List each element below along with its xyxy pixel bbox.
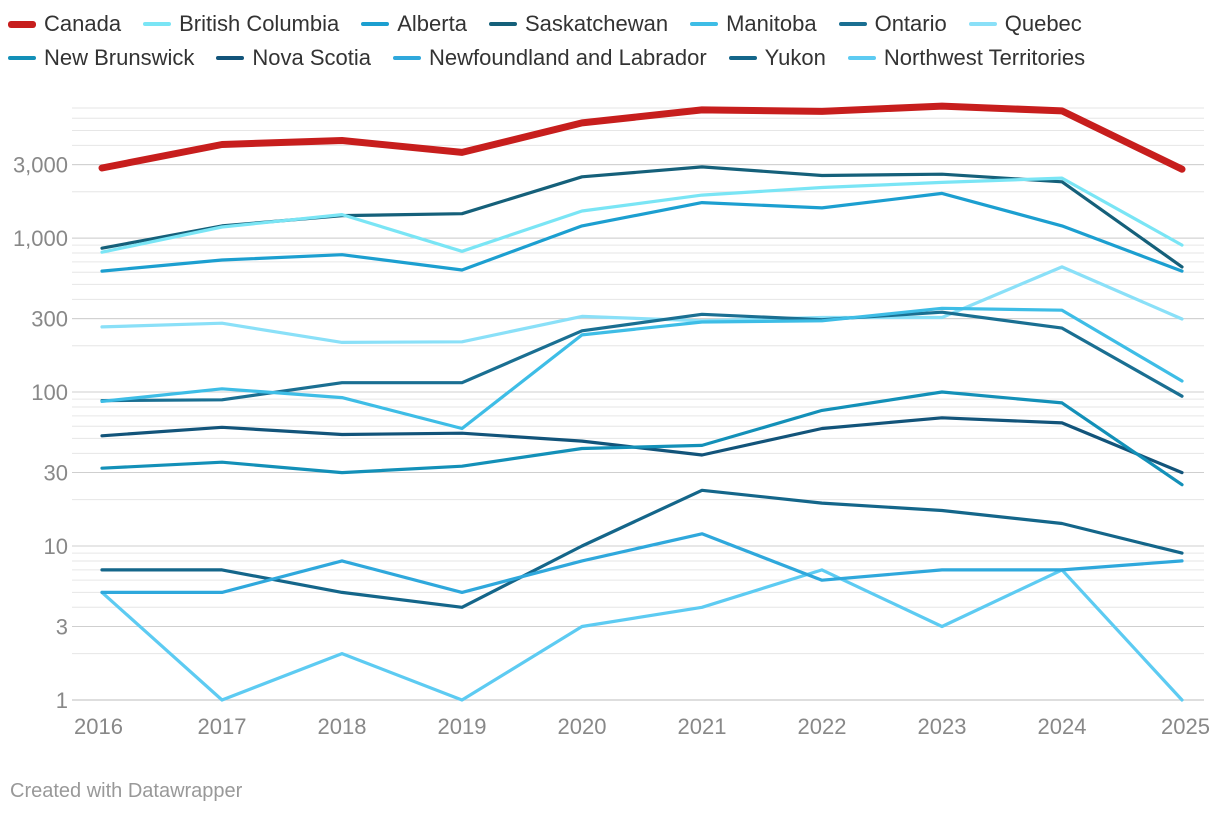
legend-swatch — [690, 22, 719, 26]
series-line-british-columbia — [100, 176, 1184, 254]
series-line-saskatchewan — [100, 165, 1184, 269]
series-line-canada — [98, 102, 1186, 173]
legend-item: Manitoba — [690, 10, 817, 38]
legend-label: Quebec — [1004, 11, 1082, 36]
legend-swatch — [216, 56, 245, 60]
legend-item: Saskatchewan — [488, 10, 669, 38]
legend-swatch — [8, 20, 36, 28]
legend-swatch — [393, 56, 421, 60]
grid-lines — [72, 107, 1204, 701]
legend-label: Manitoba — [726, 11, 817, 36]
legend-item: Nova Scotia — [216, 44, 371, 72]
series-line-alberta — [100, 191, 1184, 273]
credit-text: Created with Datawrapper — [10, 780, 243, 802]
x-tick-label: 2023 — [918, 714, 967, 739]
legend-item: New Brunswick — [8, 44, 194, 72]
legend-swatch — [968, 22, 997, 26]
legend-swatch — [361, 22, 390, 26]
legend-item: Northwest Territories — [847, 44, 1086, 72]
x-tick-label: 2022 — [798, 714, 847, 739]
legend: Canada British Columbia Alberta Saskatchewa… — [8, 10, 1208, 72]
y-tick-label: 300 — [31, 307, 68, 332]
x-tick-label: 2018 — [318, 714, 367, 739]
series-lines — [98, 102, 1186, 702]
y-tick-label: 3 — [56, 615, 68, 640]
y-tick-label: 1,000 — [13, 226, 68, 251]
legend-item: Canada — [8, 10, 121, 38]
legend-item: Newfoundland and Labrador — [393, 44, 707, 72]
legend-label: Ontario — [874, 11, 947, 36]
x-tick-label: 2017 — [198, 714, 247, 739]
legend-label: Alberta — [397, 11, 467, 36]
y-tick-label: 10 — [44, 534, 68, 559]
legend-item: British Columbia — [143, 10, 339, 38]
series-line-quebec — [100, 265, 1184, 344]
legend-label: Canada — [44, 11, 122, 36]
legend-swatch — [8, 56, 36, 60]
legend-label: Saskatchewan — [524, 11, 669, 36]
x-tick-label: 2021 — [678, 714, 727, 739]
y-tick-label: 3,000 — [13, 153, 68, 178]
legend-label: New Brunswick — [44, 45, 195, 70]
legend-swatch — [838, 22, 867, 26]
legend-label: Newfoundland and Labrador — [429, 45, 707, 70]
legend-item: Alberta — [361, 10, 467, 38]
legend-swatch — [728, 56, 757, 60]
legend-item: Yukon — [728, 44, 826, 72]
series-line-newfoundland-and-labrador — [100, 532, 1184, 595]
legend-label: British Columbia — [179, 11, 340, 36]
y-tick-label: 30 — [44, 461, 68, 486]
series-line-yukon — [100, 488, 1184, 609]
legend-swatch — [143, 22, 172, 26]
x-tick-label: 2020 — [558, 714, 607, 739]
legend-swatch — [488, 22, 517, 26]
legend-label: Northwest Territories — [883, 45, 1086, 70]
y-tick-label: 1 — [56, 688, 68, 713]
series-line-ontario — [100, 310, 1184, 403]
x-tick-label: 2025 — [1161, 714, 1210, 739]
legend-item: Quebec — [968, 10, 1082, 38]
y-axis: 1 3 10 30 100 300 1,000 3,000 — [13, 153, 1204, 713]
series-line-manitoba — [100, 306, 1184, 431]
legend-swatch — [847, 56, 876, 60]
legend-label: Nova Scotia — [252, 45, 371, 70]
series-line-new-brunswick — [100, 390, 1184, 487]
series-line-northwest-territories — [100, 568, 1184, 702]
legend-label: Yukon — [764, 45, 826, 70]
x-tick-label: 2024 — [1038, 714, 1087, 739]
legend-item: Ontario — [838, 10, 947, 38]
y-tick-label: 100 — [31, 380, 68, 405]
x-tick-label: 2016 — [74, 714, 123, 739]
x-tick-label: 2019 — [438, 714, 487, 739]
x-axis: 2016 2017 2018 2019 2020 2021 2022 2023 2024 2025 — [74, 714, 1210, 739]
